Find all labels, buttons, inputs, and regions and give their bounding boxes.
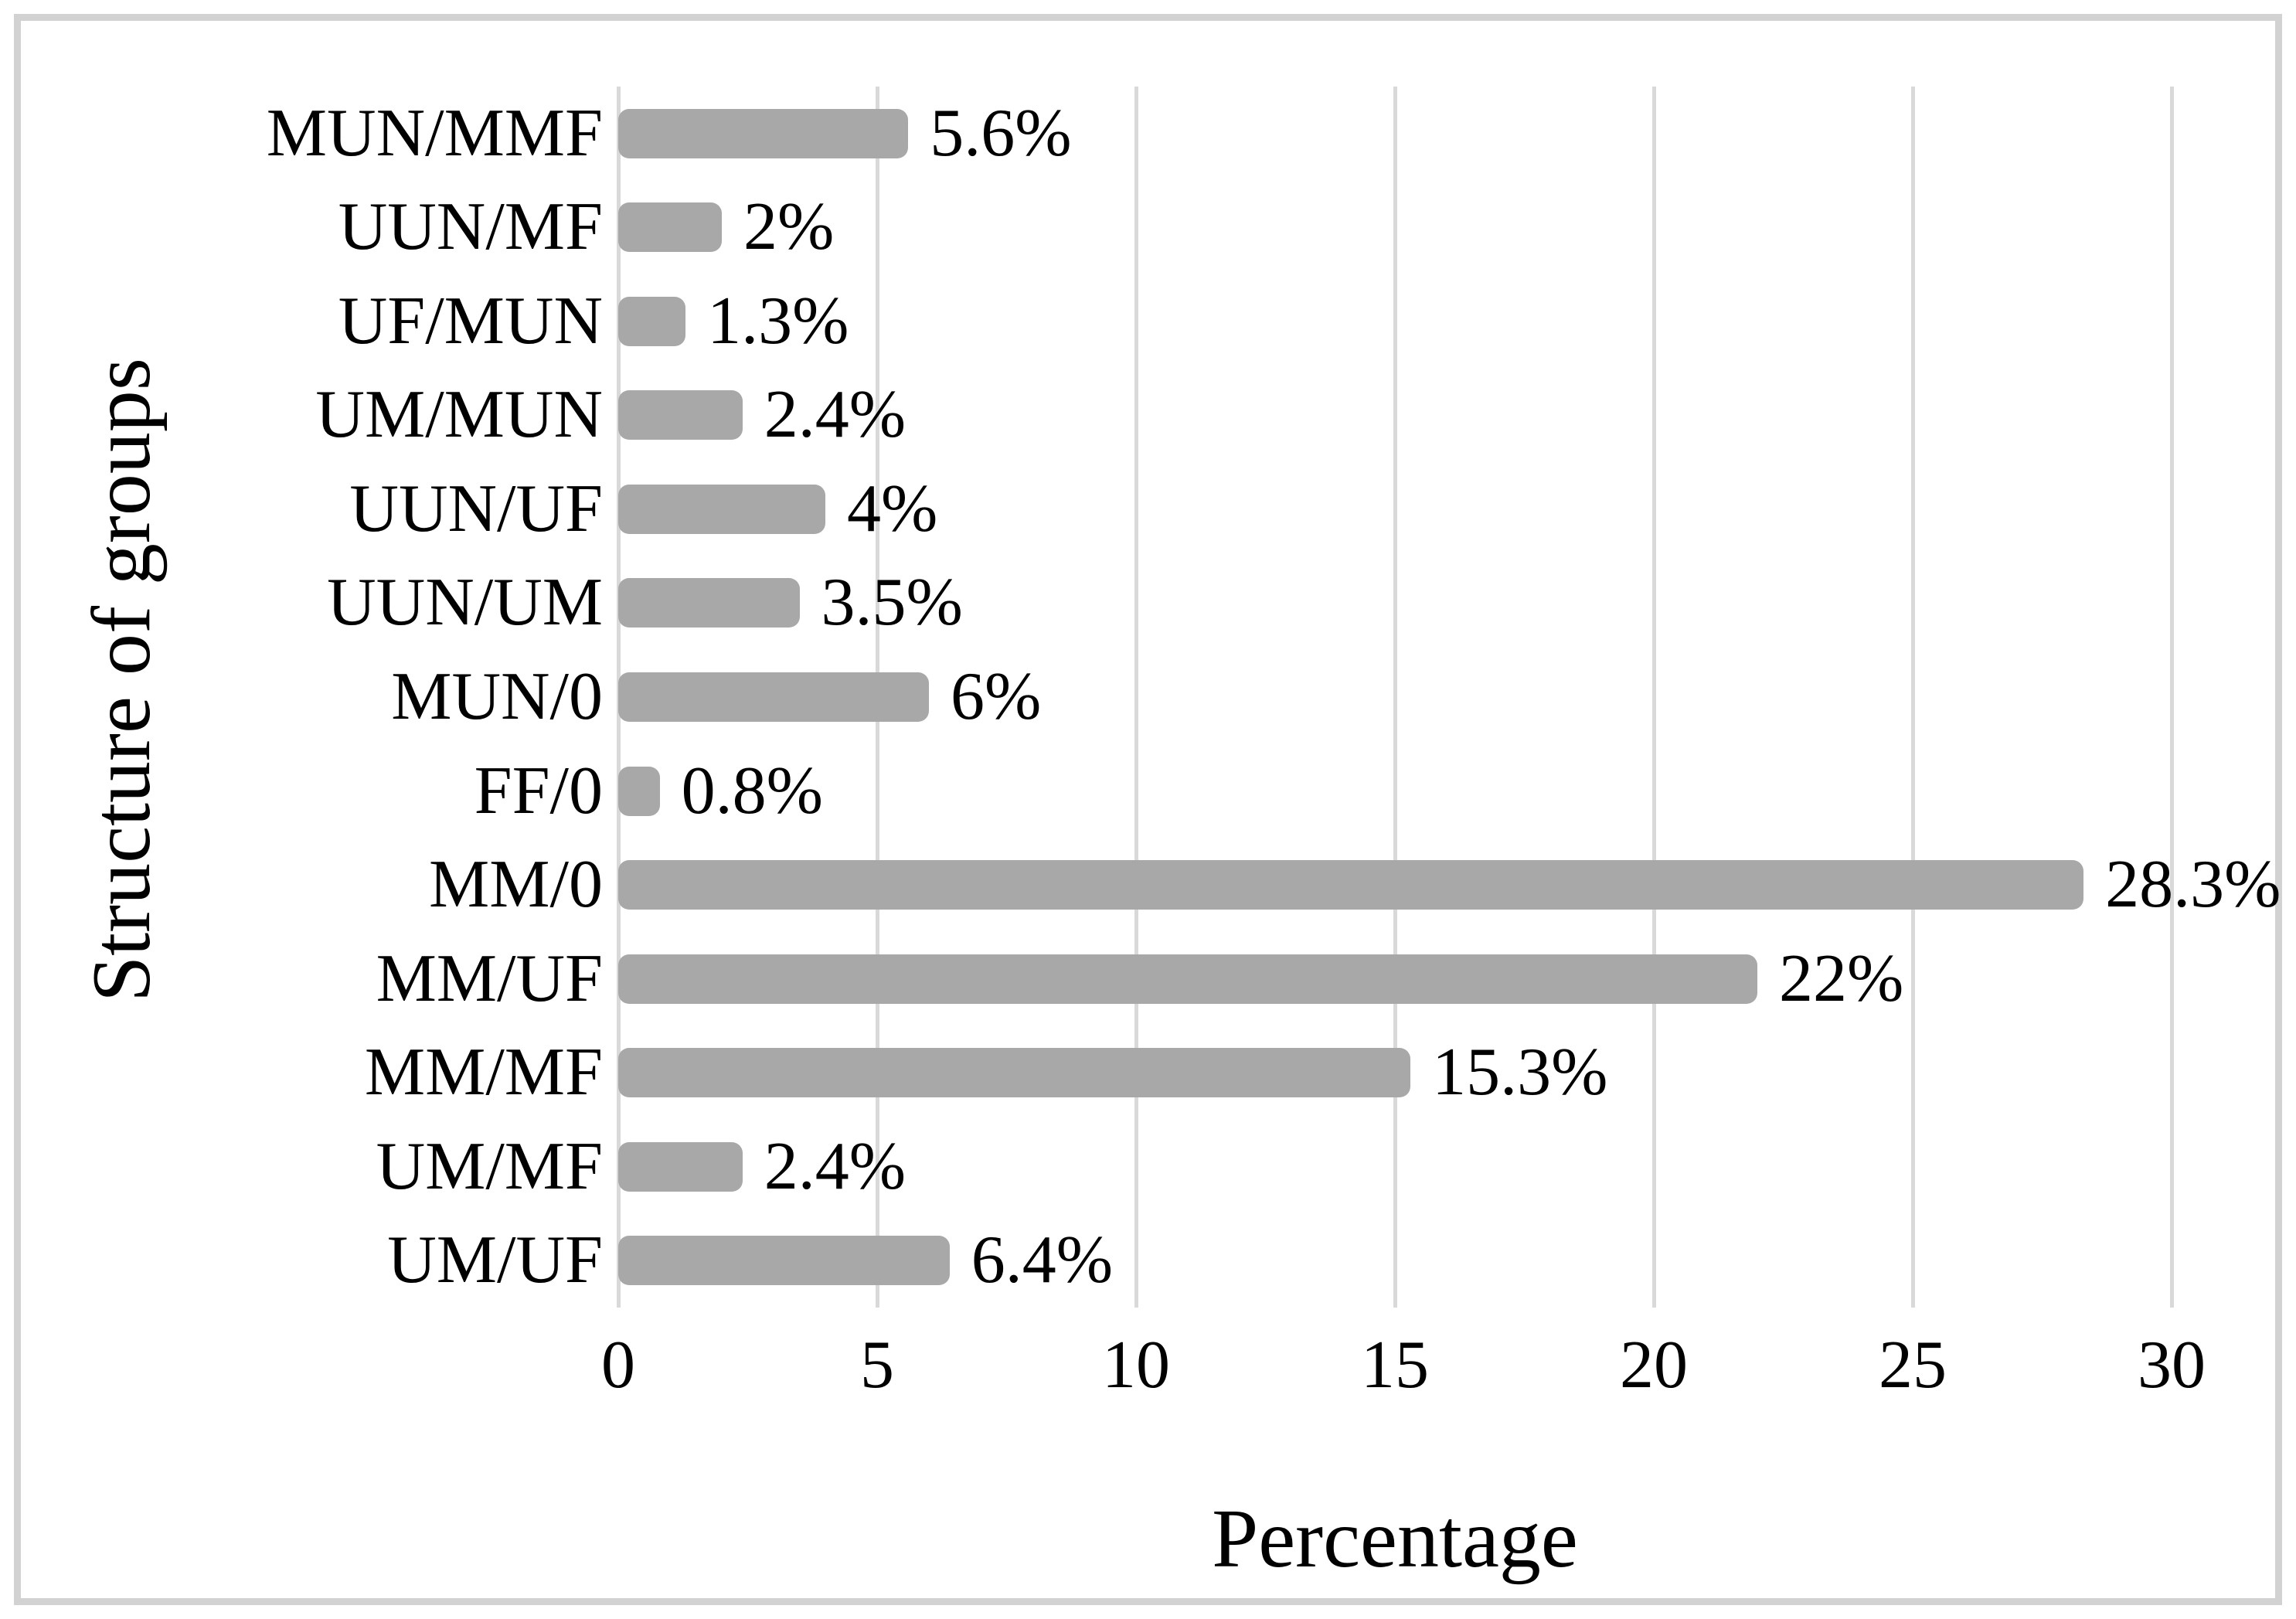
bar: [618, 1141, 743, 1192]
category-label: UM/UF: [387, 1223, 603, 1298]
category-axis-labels: MUN/MMF UUN/MF UF/MUN UM/MUN UUN/UF UUN/UM MUN…: [0, 0, 603, 1619]
value-label: 1.3%: [707, 283, 849, 359]
x-axis-title: Percentage: [1212, 1493, 1578, 1585]
category-label: UF/MUN: [338, 283, 603, 359]
bar: [618, 108, 909, 158]
value-label: 6%: [951, 659, 1042, 734]
chart-border: [14, 14, 2282, 1605]
bar: [618, 296, 686, 346]
category-label: UM/MUN: [315, 377, 603, 453]
bar: [618, 484, 825, 534]
gridline-20: [1652, 87, 1656, 1308]
category-label: UUN/UM: [327, 565, 603, 641]
x-tick-label: 15: [1361, 1328, 1429, 1403]
bar: [618, 1048, 1411, 1098]
category-label: UUN/UF: [349, 471, 603, 546]
bar: [618, 766, 660, 816]
x-tick-label: 20: [1620, 1328, 1688, 1403]
category-label: MM/0: [429, 847, 603, 923]
bar: [618, 578, 800, 628]
gridline-10: [1134, 87, 1138, 1308]
x-tick-label: 0: [601, 1328, 635, 1403]
value-label: 6.4%: [971, 1223, 1114, 1298]
value-label: 0.8%: [681, 753, 823, 828]
category-label: UUN/MF: [338, 189, 603, 265]
bar: [618, 390, 743, 440]
category-label: FF/0: [474, 753, 603, 828]
value-label: 2.4%: [764, 1128, 906, 1204]
bar: [618, 672, 929, 722]
gridline-30: [2170, 87, 2174, 1308]
value-label: 22%: [1779, 940, 1904, 1016]
bar: [618, 1236, 950, 1286]
category-label: MM/UF: [376, 940, 603, 1016]
category-label: MUN/0: [391, 659, 603, 734]
value-label: 2%: [743, 189, 835, 265]
category-label: MUN/MMF: [266, 95, 603, 171]
x-tick-label: 25: [1879, 1328, 1947, 1403]
gridline-25: [1911, 87, 1915, 1308]
x-tick-label: 5: [860, 1328, 894, 1403]
value-label: 28.3%: [2105, 847, 2281, 923]
value-label: 5.6%: [930, 95, 1072, 171]
bar: [618, 860, 2084, 910]
value-label: 2.4%: [764, 377, 906, 453]
gridline-15: [1393, 87, 1397, 1308]
x-tick-label: 30: [2138, 1328, 2206, 1403]
bar: [618, 202, 722, 253]
x-tick-label: 10: [1102, 1328, 1170, 1403]
value-label: 15.3%: [1432, 1035, 1608, 1111]
category-label: MM/MF: [364, 1035, 603, 1111]
value-label: 4%: [847, 471, 938, 546]
value-label: 3.5%: [821, 565, 963, 641]
category-label: UM/MF: [376, 1128, 603, 1204]
plot-area: 5.6% 2% 1.3% 2.4% 4% 3.5% 6% 0.8% 28.3% 22% 15.3% 2…: [617, 87, 2281, 1308]
bar: [618, 954, 1757, 1004]
